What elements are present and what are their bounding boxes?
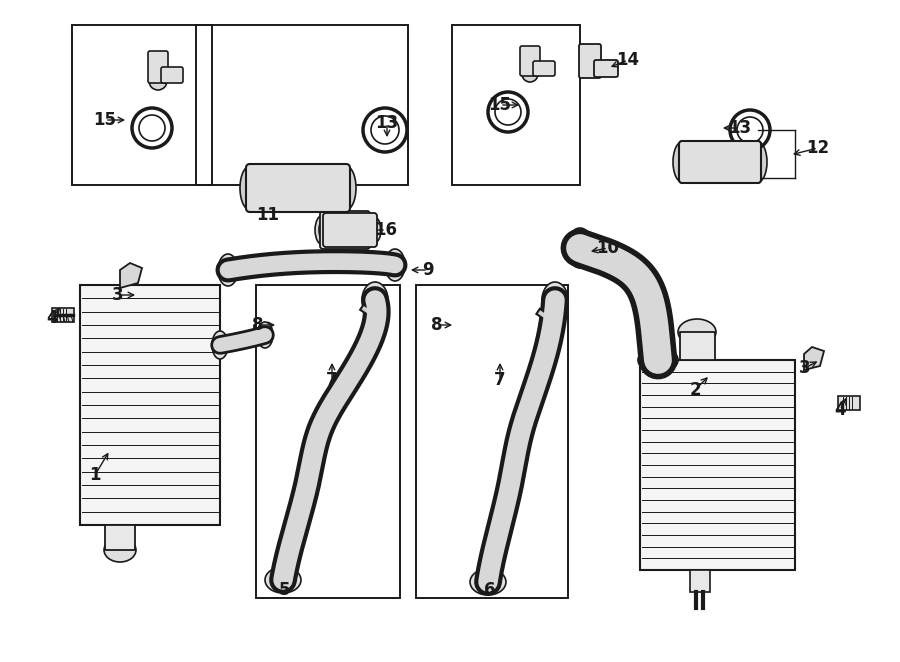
Text: 9: 9 <box>422 261 434 279</box>
Ellipse shape <box>240 166 260 210</box>
Polygon shape <box>120 263 142 288</box>
Text: 2: 2 <box>689 381 701 399</box>
Text: 7: 7 <box>326 371 338 389</box>
Ellipse shape <box>212 331 228 359</box>
FancyBboxPatch shape <box>579 44 601 78</box>
Text: 7: 7 <box>494 371 506 389</box>
FancyBboxPatch shape <box>679 141 761 183</box>
Text: 1: 1 <box>89 466 101 484</box>
Bar <box>640 360 795 570</box>
Text: 8: 8 <box>252 316 264 334</box>
Text: 4: 4 <box>834 401 846 419</box>
Bar <box>838 396 860 410</box>
Text: 5: 5 <box>279 581 291 599</box>
Text: 15: 15 <box>94 111 116 129</box>
FancyBboxPatch shape <box>161 67 183 83</box>
Text: 6: 6 <box>484 581 496 599</box>
Ellipse shape <box>544 313 561 329</box>
Bar <box>416 285 568 598</box>
Ellipse shape <box>367 217 381 243</box>
Text: 3: 3 <box>799 359 811 377</box>
Ellipse shape <box>104 538 136 562</box>
Bar <box>80 285 220 525</box>
Text: 13: 13 <box>375 114 399 132</box>
Bar <box>105 525 135 550</box>
FancyBboxPatch shape <box>246 164 350 212</box>
Text: 3: 3 <box>112 286 124 304</box>
Text: 15: 15 <box>489 96 511 114</box>
Ellipse shape <box>542 282 568 318</box>
Bar <box>452 25 580 185</box>
Ellipse shape <box>368 309 384 325</box>
Ellipse shape <box>218 254 238 286</box>
Ellipse shape <box>522 66 538 82</box>
Ellipse shape <box>673 142 691 182</box>
FancyBboxPatch shape <box>594 60 618 77</box>
Text: 13: 13 <box>728 119 752 137</box>
FancyBboxPatch shape <box>323 213 377 247</box>
Ellipse shape <box>265 567 301 593</box>
Polygon shape <box>804 347 824 370</box>
Bar <box>52 308 74 322</box>
Ellipse shape <box>149 72 167 90</box>
Text: 14: 14 <box>616 51 640 69</box>
Ellipse shape <box>362 282 388 318</box>
Ellipse shape <box>359 215 375 245</box>
Text: 4: 4 <box>46 309 58 327</box>
Ellipse shape <box>336 166 356 210</box>
FancyBboxPatch shape <box>148 51 168 83</box>
Bar <box>196 25 408 185</box>
Ellipse shape <box>385 249 405 281</box>
Ellipse shape <box>319 217 333 243</box>
Ellipse shape <box>257 322 273 348</box>
Text: 10: 10 <box>597 239 619 257</box>
FancyBboxPatch shape <box>520 46 540 76</box>
Text: 12: 12 <box>806 139 830 157</box>
Text: 8: 8 <box>431 316 443 334</box>
Ellipse shape <box>749 142 767 182</box>
Ellipse shape <box>315 215 331 245</box>
Text: 11: 11 <box>256 206 280 224</box>
Bar <box>256 285 400 598</box>
Text: 16: 16 <box>374 221 398 239</box>
Ellipse shape <box>638 347 678 373</box>
Bar <box>690 570 710 592</box>
Bar <box>680 332 715 360</box>
Ellipse shape <box>567 228 593 268</box>
Bar <box>72 25 212 185</box>
Ellipse shape <box>470 569 506 595</box>
FancyBboxPatch shape <box>533 61 555 76</box>
FancyBboxPatch shape <box>320 211 370 249</box>
Ellipse shape <box>678 319 716 345</box>
